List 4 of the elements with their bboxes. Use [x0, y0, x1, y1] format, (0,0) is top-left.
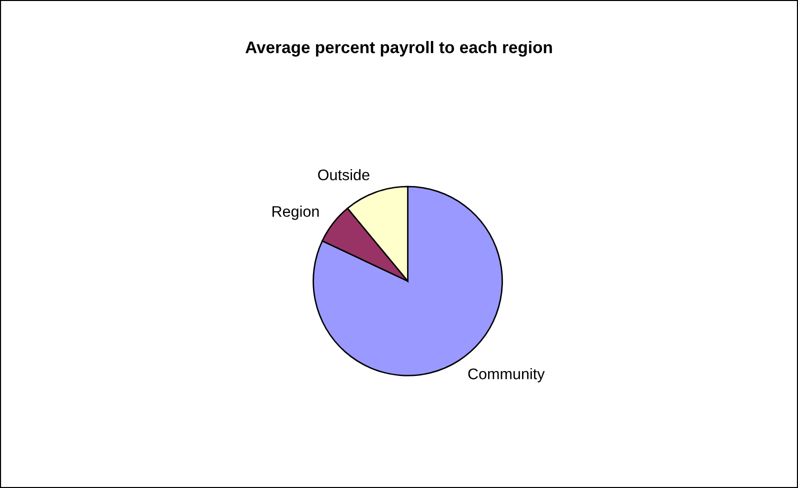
- chart-title: Average percent payroll to each region: [246, 40, 552, 57]
- slice-label: Region: [272, 206, 319, 220]
- slice-label: Community: [468, 368, 545, 382]
- slice-label: Outside: [318, 169, 370, 180]
